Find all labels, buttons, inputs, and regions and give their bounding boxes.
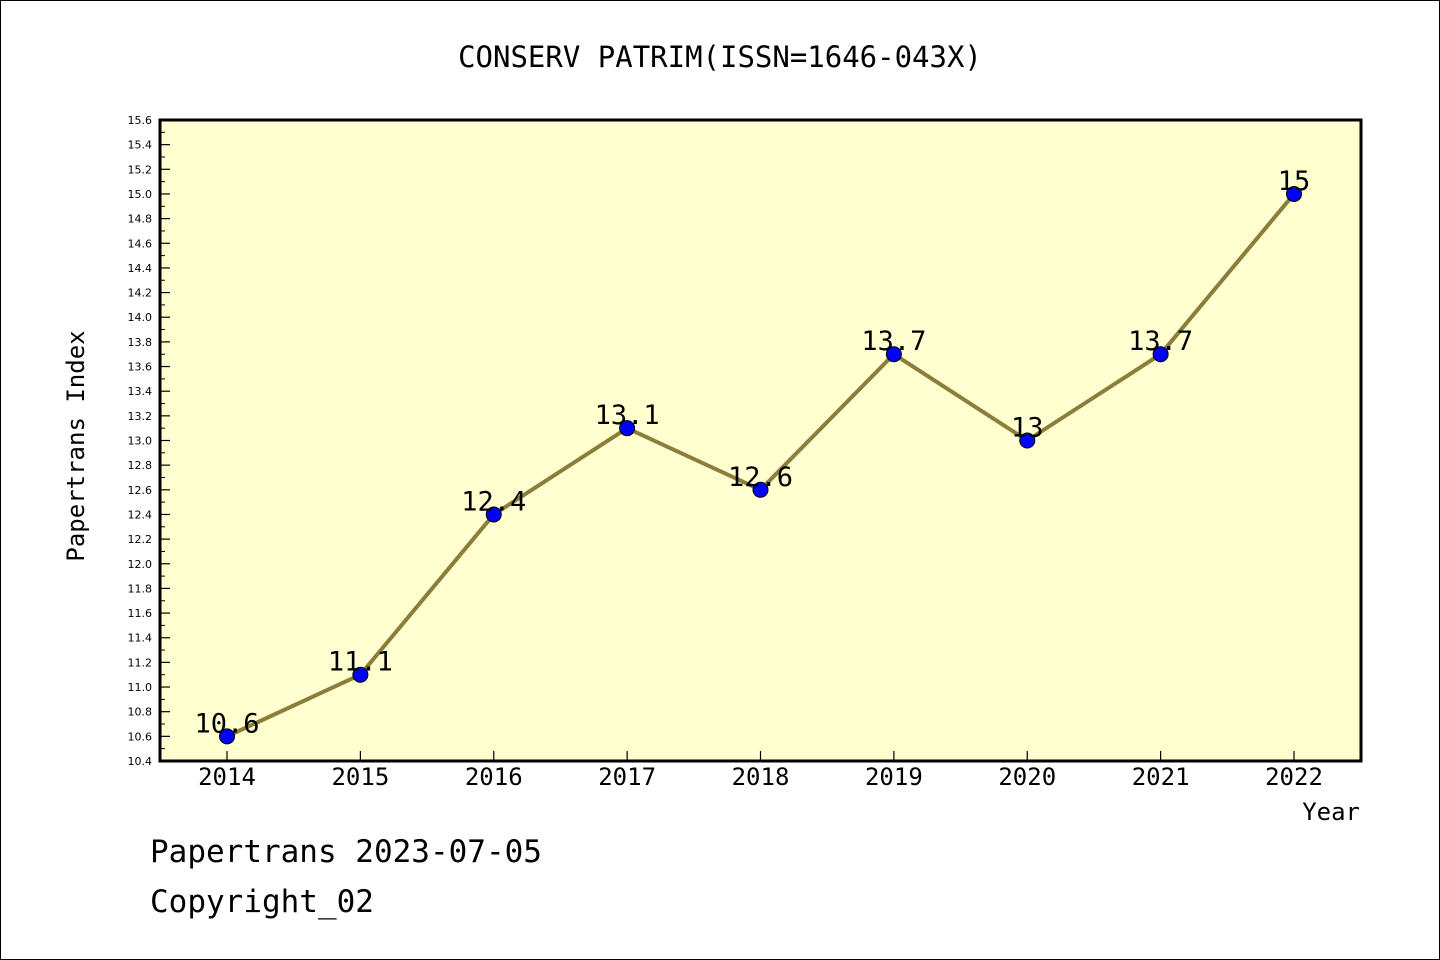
data-label: 13.1 — [595, 400, 660, 431]
data-point — [485, 506, 502, 523]
x-tick-label: 2016 — [465, 763, 523, 791]
x-axis: 2014 2015 2016 2017 2018 2019 2020 2021 2022 — [198, 751, 1323, 791]
y-tick-label: 10.8 — [128, 706, 153, 719]
y-tick-label: 12.8 — [128, 459, 153, 472]
data-point — [1019, 432, 1036, 449]
data-point — [1152, 346, 1169, 363]
y-tick-label: 13.0 — [128, 435, 153, 448]
y-tick-label: 14.2 — [128, 287, 153, 300]
y-axis: 10.4 10.6 10.8 11.0 11.2 11.4 11.6 11.8 12.0 12.2… — [128, 114, 170, 768]
y-tick-label: 15.2 — [128, 163, 153, 176]
data-label: 12.6 — [728, 462, 793, 493]
y-tick-label: 14.4 — [128, 262, 153, 275]
footer-copyright: Copyright_02 — [150, 884, 374, 920]
data-label: 10.6 — [194, 708, 259, 739]
footer-date: Papertrans 2023-07-05 — [150, 834, 542, 870]
data-point — [219, 728, 235, 745]
y-tick-label: 11.2 — [128, 656, 153, 669]
y-tick-label: 13.6 — [128, 361, 153, 374]
x-tick-label: 2014 — [198, 763, 256, 791]
y-tick-label: 10.4 — [128, 755, 153, 768]
y-tick-label: 14.8 — [128, 213, 153, 226]
plot-area — [158, 118, 1363, 763]
x-tick-label: 2017 — [598, 763, 656, 791]
data-label: 12.4 — [461, 486, 526, 517]
data-label: 11.1 — [328, 647, 393, 678]
data-point — [619, 420, 636, 437]
data-label: 13.7 — [861, 326, 926, 357]
data-label: 13.7 — [1128, 326, 1193, 357]
y-tick-label: 12.6 — [128, 484, 153, 497]
data-label: 15 — [1278, 166, 1311, 197]
chart-title: CONSERV PATRIM(ISSN=1646-043X) — [458, 40, 982, 74]
data-label: 13 — [1011, 413, 1044, 444]
data-point — [885, 346, 902, 363]
x-axis-label: Year — [1302, 798, 1360, 826]
data-point — [352, 666, 369, 683]
x-tick-label: 2019 — [865, 763, 923, 791]
y-tick-label: 12.0 — [128, 558, 153, 571]
data-point — [752, 481, 769, 498]
y-tick-label: 11.4 — [128, 632, 153, 645]
x-tick-label: 2022 — [1265, 763, 1323, 791]
y-axis-label: Papertrans Index — [62, 330, 90, 561]
x-tick-label: 2018 — [732, 763, 790, 791]
y-tick-label: 11.8 — [128, 582, 153, 595]
x-tick-label: 2021 — [1132, 763, 1190, 791]
data-point — [1286, 185, 1302, 202]
y-tick-label: 15.0 — [128, 188, 153, 201]
y-tick-label: 13.8 — [128, 336, 153, 349]
y-tick-label: 15.4 — [128, 139, 153, 152]
data-series: 10.6 11.1 12.4 13.1 12.6 13.7 13 13.7 15 — [194, 166, 1311, 745]
y-tick-label: 10.6 — [128, 730, 153, 743]
y-tick-label: 13.2 — [128, 410, 153, 423]
y-tick-label: 11.6 — [128, 607, 153, 620]
y-tick-label: 13.4 — [128, 385, 153, 398]
x-tick-label: 2015 — [331, 763, 389, 791]
y-tick-label: 12.2 — [128, 533, 153, 546]
y-tick-label: 14.6 — [128, 237, 153, 250]
y-tick-label: 15.6 — [128, 114, 153, 127]
x-tick-label: 2020 — [998, 763, 1056, 791]
y-tick-label: 12.4 — [128, 508, 153, 521]
y-tick-label: 14.0 — [128, 311, 153, 324]
y-tick-label: 11.0 — [128, 681, 153, 694]
